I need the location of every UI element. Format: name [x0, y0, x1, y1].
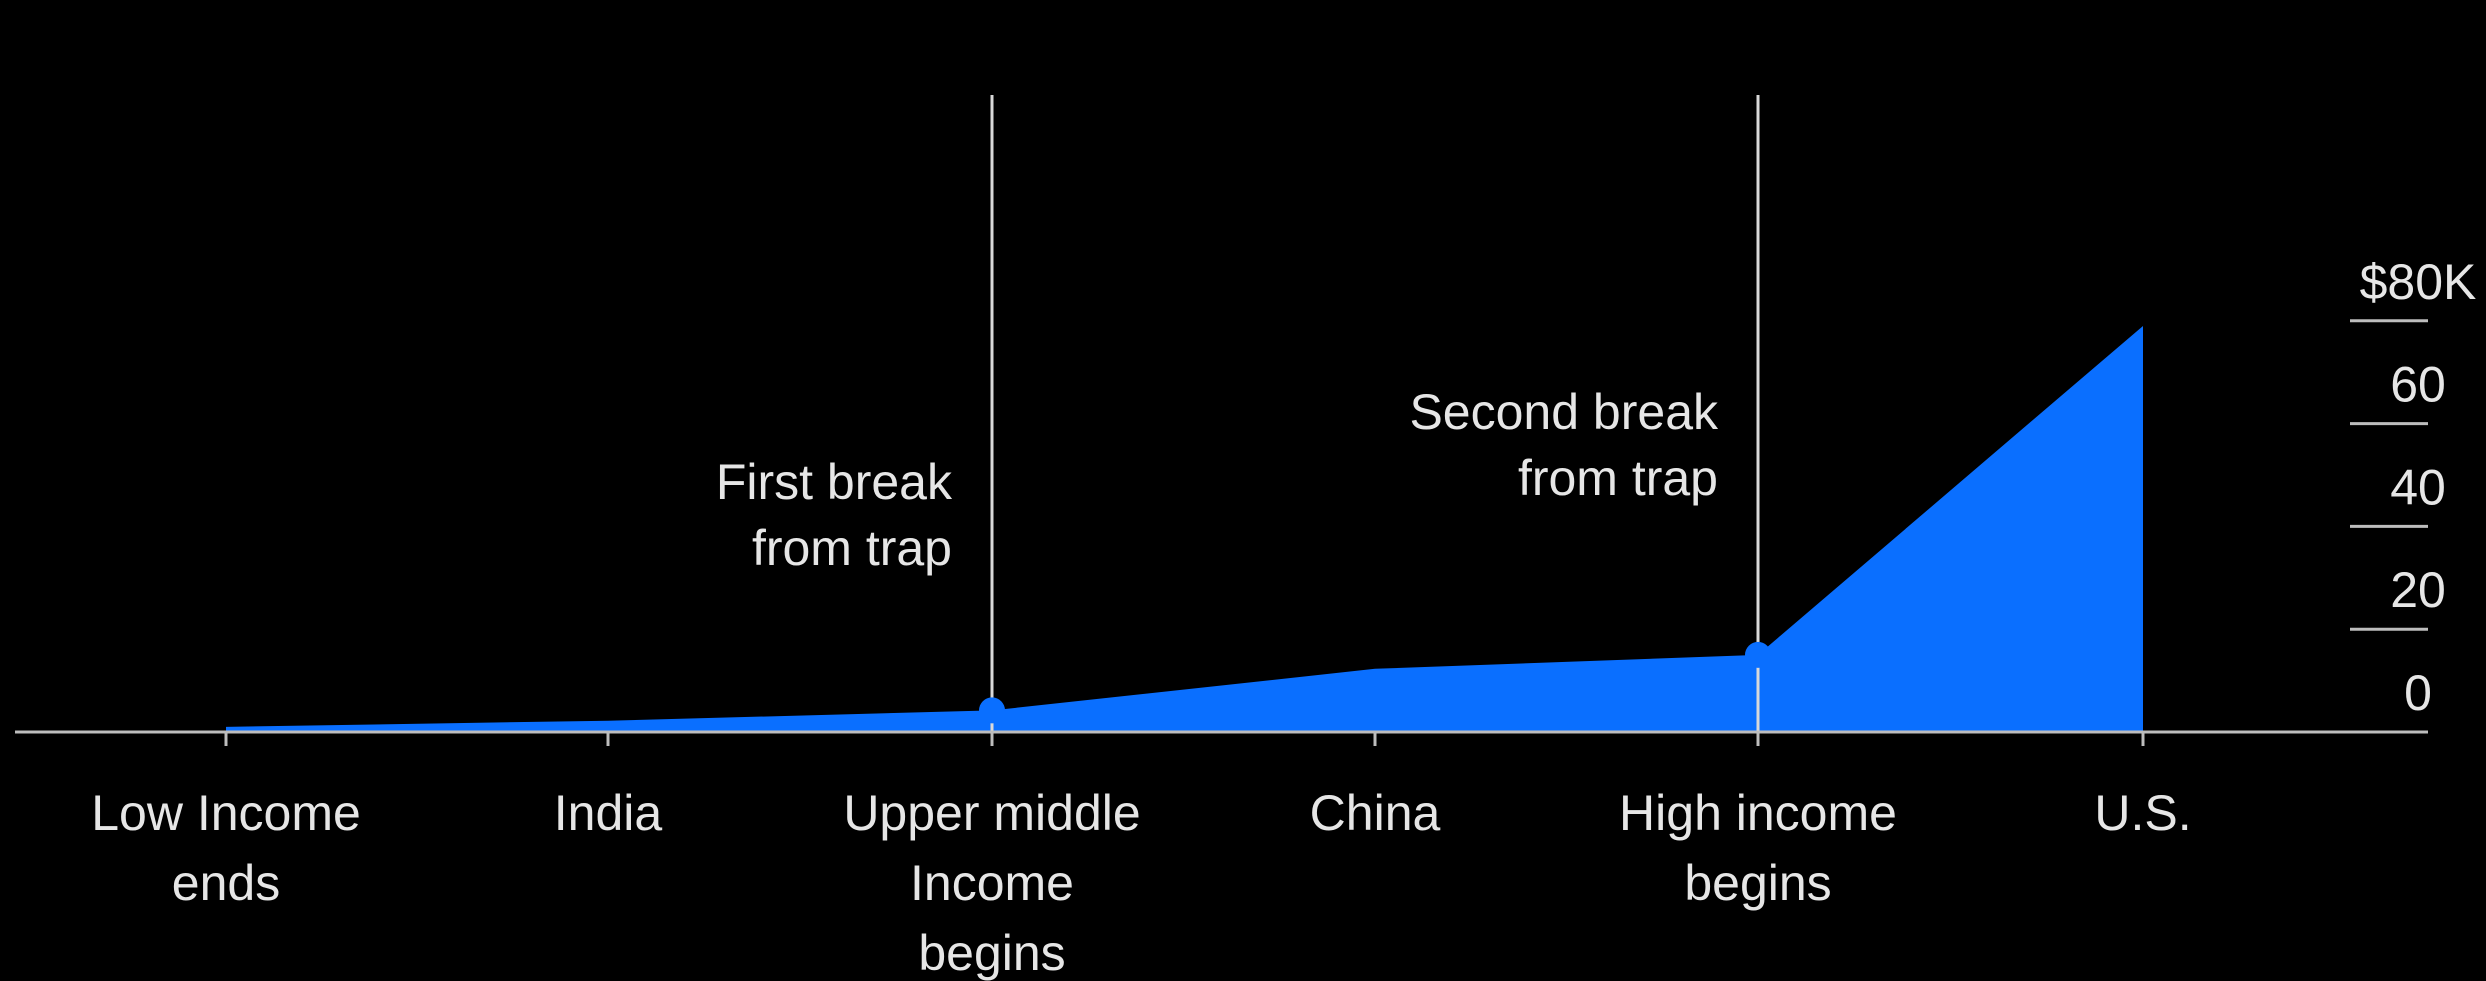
category-label-1-line-2: ends [172, 855, 280, 911]
y-tick-label-40: 40 [2390, 459, 2446, 515]
category-label-5-line-1: High income [1619, 785, 1897, 841]
category-label-3-line-1: Upper middle [843, 785, 1140, 841]
income-area [226, 325, 2143, 732]
category-label-3-line-2: Income [910, 855, 1074, 911]
y-tick-label-60: 60 [2390, 357, 2446, 413]
annotation-label-1-line-2: from trap [752, 520, 952, 576]
annotation-label-1-line-1: First break [716, 454, 953, 510]
annotation-label-2-line-1: Second break [1409, 384, 1719, 440]
category-label-5-line-2: begins [1684, 855, 1831, 911]
annotation-label-2-line-2: from trap [1518, 450, 1718, 506]
category-label-6-line-1: U.S. [2094, 785, 2191, 841]
category-label-1-line-1: Low Income [91, 785, 361, 841]
y-tick-label-20: 20 [2390, 562, 2446, 618]
category-label-4-line-1: China [1310, 785, 1441, 841]
category-label-3-line-3: begins [918, 925, 1065, 981]
y-tick-label-80: $80K [2360, 254, 2477, 310]
annotation-point-1 [979, 697, 1005, 724]
y-tick-label-0: 0 [2404, 665, 2432, 721]
annotation-point-2 [1745, 641, 1771, 668]
category-label-2-line-1: India [554, 785, 663, 841]
